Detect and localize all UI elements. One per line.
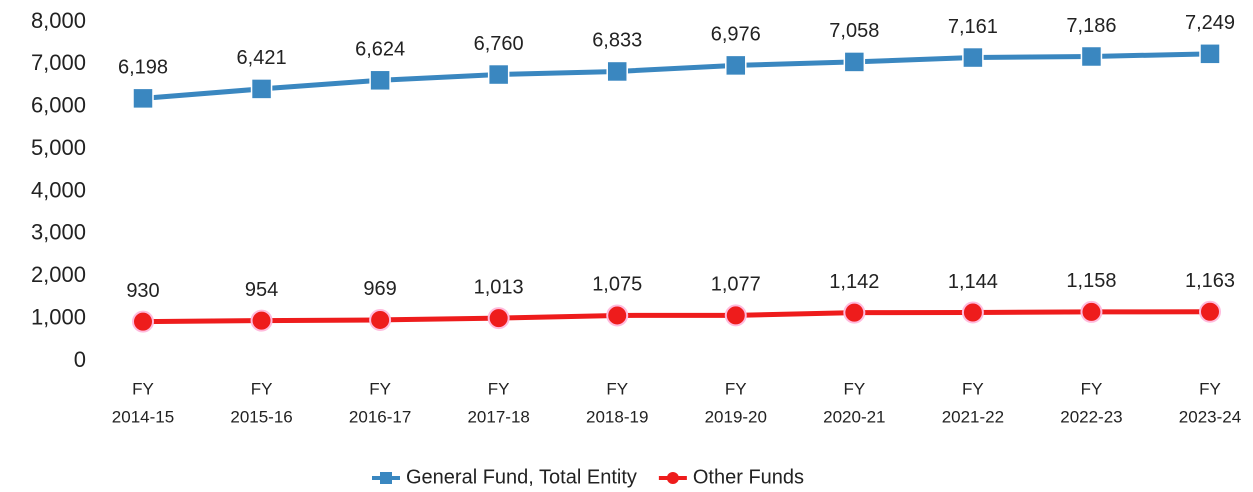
x-tick-label: FY xyxy=(132,379,154,398)
data-label: 930 xyxy=(126,280,159,302)
x-tick-label: 2023-24 xyxy=(1179,407,1241,426)
marker xyxy=(132,87,154,110)
x-tick-label: 2017-18 xyxy=(467,407,529,426)
x-tick-label: FY xyxy=(962,379,984,398)
marker xyxy=(606,304,629,327)
marker xyxy=(843,301,866,324)
data-label: 1,075 xyxy=(592,274,642,296)
data-label: 1,142 xyxy=(829,271,879,293)
marker xyxy=(1080,45,1103,68)
legend-marker xyxy=(380,472,392,484)
data-label: 954 xyxy=(245,279,278,301)
data-label: 6,198 xyxy=(118,57,168,79)
x-tick-label: FY xyxy=(843,379,865,398)
y-tick-label: 6,000 xyxy=(31,93,86,118)
marker xyxy=(1080,300,1103,323)
y-tick-label: 2,000 xyxy=(31,262,86,287)
data-label: 1,013 xyxy=(474,276,524,298)
x-tick-label: 2021-22 xyxy=(942,407,1004,426)
marker xyxy=(250,309,273,332)
data-label: 1,144 xyxy=(948,271,998,293)
legend-marker xyxy=(666,472,679,484)
marker xyxy=(369,308,392,331)
marker xyxy=(724,304,747,327)
data-label: 6,833 xyxy=(592,30,642,52)
marker xyxy=(250,78,273,100)
x-tick-label: 2018-19 xyxy=(586,407,648,426)
data-label: 6,421 xyxy=(237,47,287,69)
data-label: 7,186 xyxy=(1066,15,1116,37)
data-label: 1,158 xyxy=(1066,270,1116,292)
marker xyxy=(962,46,984,69)
x-tick-label: FY xyxy=(1199,379,1221,398)
legend-label: General Fund, Total Entity xyxy=(406,466,637,488)
data-label: 7,058 xyxy=(829,20,879,42)
x-tick-label: 2014-15 xyxy=(112,407,174,426)
x-tick-label: FY xyxy=(251,379,273,398)
y-tick-label: 7,000 xyxy=(31,50,86,75)
x-tick-label: FY xyxy=(369,379,391,398)
data-label: 7,161 xyxy=(948,16,998,38)
x-tick-label: 2020-21 xyxy=(823,407,885,426)
marker xyxy=(843,51,866,73)
y-tick-label: 0 xyxy=(74,347,86,372)
y-tick-label: 3,000 xyxy=(31,220,86,245)
x-tick-label: FY xyxy=(606,379,628,398)
legend-label: Other Funds xyxy=(693,466,804,488)
x-tick-label: 2015-16 xyxy=(230,407,292,426)
x-tick-label: 2016-17 xyxy=(349,407,411,426)
marker xyxy=(606,60,628,83)
marker xyxy=(487,307,510,330)
marker xyxy=(487,63,510,86)
marker xyxy=(369,69,391,92)
y-tick-label: 5,000 xyxy=(31,135,86,160)
data-label: 7,249 xyxy=(1185,12,1235,34)
x-tick-label: FY xyxy=(1081,379,1103,398)
marker xyxy=(1199,43,1221,65)
series-line xyxy=(142,309,1211,325)
x-tick-label: FY xyxy=(488,379,510,398)
data-label: 1,163 xyxy=(1185,270,1235,292)
series-line xyxy=(142,51,1211,101)
marker xyxy=(1199,300,1221,323)
x-tick-label: FY xyxy=(725,379,747,398)
data-label: 6,760 xyxy=(474,33,524,55)
data-label: 6,624 xyxy=(355,39,405,61)
x-tick-label: 2019-20 xyxy=(705,407,767,426)
y-tick-label: 1,000 xyxy=(31,304,86,329)
y-tick-label: 8,000 xyxy=(31,8,86,33)
marker xyxy=(725,54,747,77)
data-label: 969 xyxy=(363,278,396,300)
data-label: 6,976 xyxy=(711,24,761,46)
data-label: 1,077 xyxy=(711,274,761,296)
x-tick-label: 2022-23 xyxy=(1060,407,1122,426)
marker xyxy=(132,310,154,333)
marker xyxy=(961,301,984,324)
y-tick-label: 4,000 xyxy=(31,177,86,202)
